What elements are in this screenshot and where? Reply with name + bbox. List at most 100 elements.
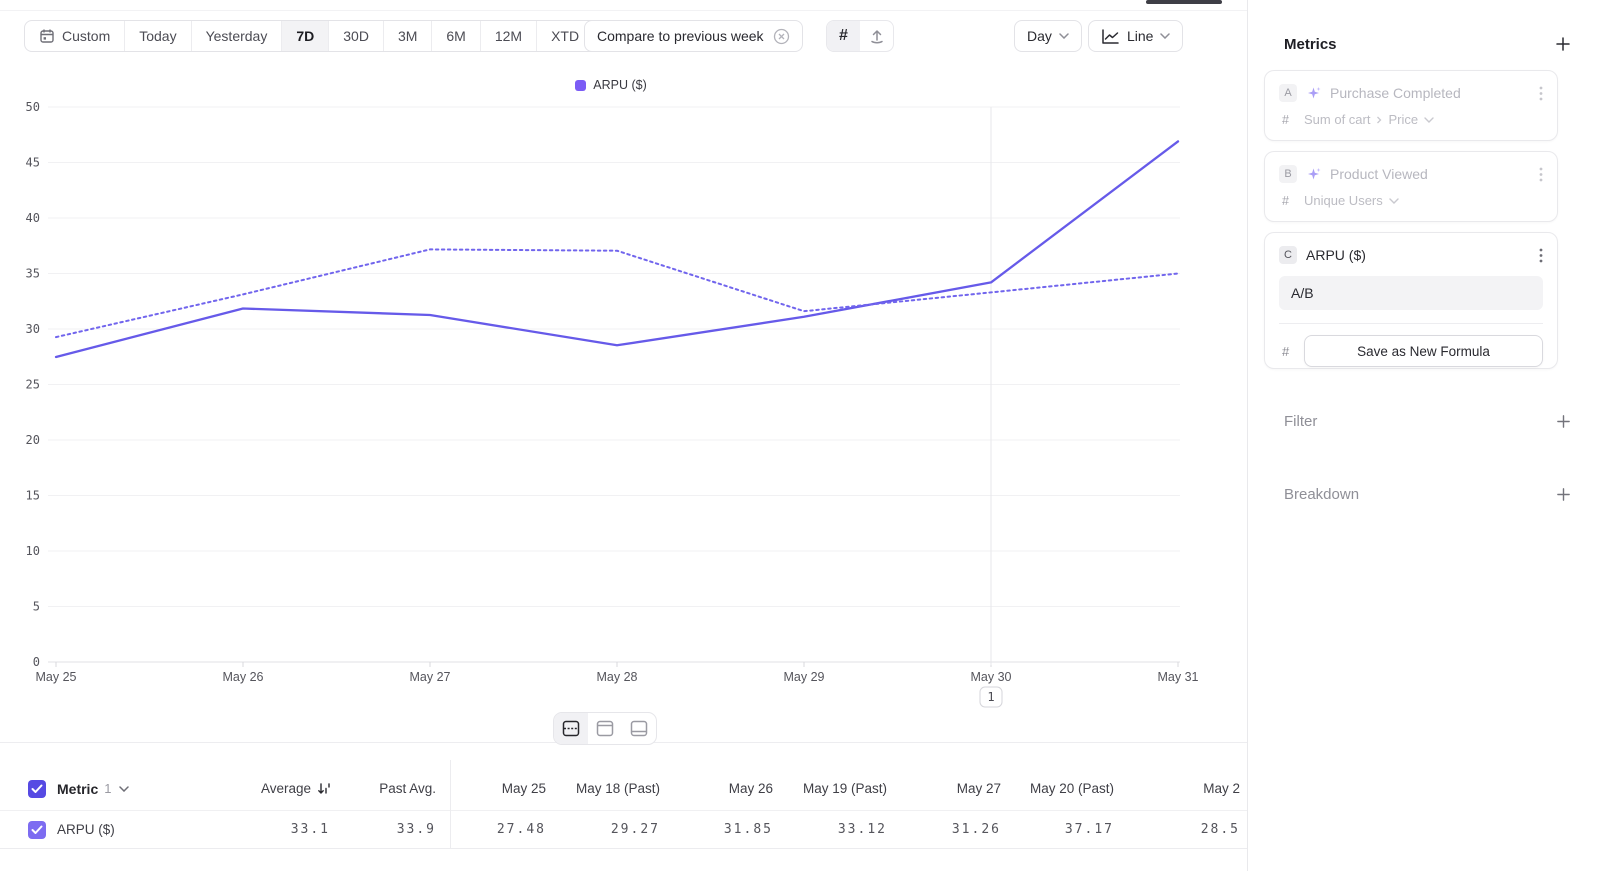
card-divider — [1279, 323, 1543, 324]
grid-hash-icon: # — [839, 27, 848, 44]
x-axis-tick-label: May 31 — [1158, 670, 1199, 684]
y-axis-tick-label: 15 — [26, 489, 40, 503]
value-may27: 31.26 — [951, 822, 1001, 837]
metric-title: ARPU ($) — [1306, 247, 1366, 263]
add-breakdown-button[interactable] — [1552, 483, 1574, 505]
column-header-may20-past[interactable]: May 20 (Past) — [1029, 781, 1114, 796]
value-may18-past: 29.27 — [610, 822, 660, 837]
series-line-current[interactable] — [54, 140, 1180, 359]
column-header-label: Average — [260, 781, 311, 796]
compare-chip-label: Compare to previous week — [597, 28, 764, 44]
y-axis-tick-label: 0 — [33, 655, 40, 669]
measure-dropdown[interactable]: Unique Users — [1304, 193, 1399, 208]
column-header-average[interactable]: Average — [230, 781, 330, 796]
metric-header-cell: Metric 1 — [0, 779, 230, 798]
compare-chip[interactable]: Compare to previous week — [584, 20, 803, 52]
panel-top-border — [0, 10, 1247, 11]
line-chart-icon — [1101, 28, 1120, 45]
horizontal-scrollbar-thumb[interactable] — [1146, 0, 1222, 4]
breakdown-header[interactable]: Breakdown — [1275, 483, 1574, 505]
column-header-may28-clipped[interactable]: May 2 — [1203, 781, 1240, 796]
date-range-today[interactable]: Today — [124, 21, 190, 51]
check-icon — [31, 825, 43, 834]
plus-icon — [1556, 414, 1570, 428]
layout-split-view-button[interactable] — [554, 713, 588, 744]
metric-card-a[interactable]: A Purchase Completed # Sum of cart Price — [1264, 70, 1558, 141]
column-header-past-avg[interactable]: Past Avg. — [379, 781, 436, 796]
column-header-may18-past[interactable]: May 18 (Past) — [575, 781, 660, 796]
panel-layout-toggles — [553, 712, 657, 745]
value-average: 33.1 — [290, 822, 330, 837]
legend-swatch — [575, 79, 587, 91]
plus-icon — [1556, 37, 1570, 51]
x-axis-tick-label: May 25 — [36, 670, 77, 684]
granularity-dropdown[interactable]: Day — [1014, 20, 1082, 52]
column-header-may19-past[interactable]: May 19 (Past) — [802, 781, 887, 796]
date-range-3m[interactable]: 3M — [382, 21, 431, 51]
value-may28-clipped: 28.5 — [1200, 822, 1240, 837]
y-axis-tick-label: 30 — [26, 322, 40, 336]
legend-item-arpu[interactable]: ARPU ($) — [575, 78, 647, 92]
y-axis-tick-label: 50 — [26, 100, 40, 114]
table-column-divider — [450, 760, 451, 848]
y-axis-tick-label: 40 — [26, 211, 40, 225]
column-header-may25[interactable]: May 25 — [501, 781, 546, 796]
metric-card-c[interactable]: C ARPU ($) A/B # Save as New Formula — [1264, 232, 1558, 369]
kebab-menu-icon[interactable] — [1539, 167, 1543, 182]
y-axis-tick-label: 45 — [26, 156, 40, 170]
date-range-group: Custom Today Yesterday 7D 30D 3M 6M 12M … — [24, 20, 612, 52]
x-axis-tick-label: May 29 — [784, 670, 825, 684]
value-may20-past: 37.17 — [1064, 822, 1114, 837]
kebab-menu-icon[interactable] — [1539, 86, 1543, 101]
line-chart[interactable]: 0 5 10 15 20 25 30 35 40 45 50 May 25 May 26 May 27 Ma… — [0, 95, 1222, 723]
hash-symbol: # — [1282, 343, 1290, 359]
y-axis-tick-label: 20 — [26, 433, 40, 447]
main-panel: Custom Today Yesterday 7D 30D 3M 6M 12M … — [0, 0, 1247, 849]
annotation-badge-label: 1 — [987, 690, 994, 704]
row-checkbox[interactable] — [28, 820, 46, 839]
chart-decoration-toggles: # — [826, 20, 894, 52]
date-range-7d[interactable]: 7D — [281, 21, 329, 51]
layout-chart-only-button[interactable] — [588, 713, 622, 744]
measure-part: Unique Users — [1304, 193, 1383, 208]
chart-type-dropdown[interactable]: Line — [1088, 20, 1184, 52]
chevron-down-icon[interactable] — [119, 785, 130, 792]
date-range-30d[interactable]: 30D — [328, 21, 383, 51]
add-metric-button[interactable] — [1552, 33, 1574, 55]
date-range-6m[interactable]: 6M — [431, 21, 479, 51]
chart-legend: ARPU ($) — [0, 78, 1222, 92]
save-as-new-formula-button[interactable]: Save as New Formula — [1304, 335, 1543, 367]
filter-header[interactable]: Filter — [1275, 410, 1574, 432]
kebab-menu-icon[interactable] — [1539, 248, 1543, 263]
add-filter-button[interactable] — [1552, 410, 1574, 432]
formula-input[interactable]: A/B — [1279, 276, 1543, 310]
column-header-may26[interactable]: May 26 — [728, 781, 773, 796]
value-may25: 27.48 — [496, 822, 546, 837]
layout-table-only-button[interactable] — [622, 713, 656, 744]
value-past-avg: 33.9 — [396, 822, 436, 837]
table-row: ARPU ($) 33.1 33.9 27.48 29.27 31.85 33.… — [0, 811, 1247, 849]
value-may26: 31.85 — [723, 822, 773, 837]
gridlines-toggle[interactable]: # — [827, 21, 860, 51]
measure-part: Price — [1388, 112, 1419, 127]
annotations-toggle[interactable] — [860, 21, 893, 51]
series-line-previous-week[interactable] — [55, 248, 1179, 339]
date-range-yesterday[interactable]: Yesterday — [190, 21, 282, 51]
select-all-checkbox[interactable] — [28, 779, 46, 798]
column-header-may27[interactable]: May 27 — [956, 781, 1001, 796]
metric-dropdown-label[interactable]: Metric — [57, 780, 99, 797]
measure-dropdown[interactable]: Sum of cart Price — [1304, 112, 1434, 127]
date-range-label: XTD — [551, 28, 580, 44]
legend-label: ARPU ($) — [593, 78, 647, 92]
metric-card-b[interactable]: B Product Viewed # Unique Users — [1264, 151, 1558, 222]
date-range-custom[interactable]: Custom — [25, 21, 124, 51]
breakdown-title: Breakdown — [1284, 485, 1360, 503]
date-range-12m[interactable]: 12M — [479, 21, 536, 51]
metric-title: Purchase Completed — [1330, 85, 1461, 101]
sparkle-icon — [1306, 167, 1321, 182]
caret-right-icon — [1377, 116, 1382, 123]
dismiss-circle-icon[interactable] — [773, 28, 790, 45]
annotation-badge[interactable] — [979, 686, 1003, 708]
value-may19-past: 33.12 — [837, 822, 887, 837]
metric-badge-c: C — [1279, 246, 1297, 264]
